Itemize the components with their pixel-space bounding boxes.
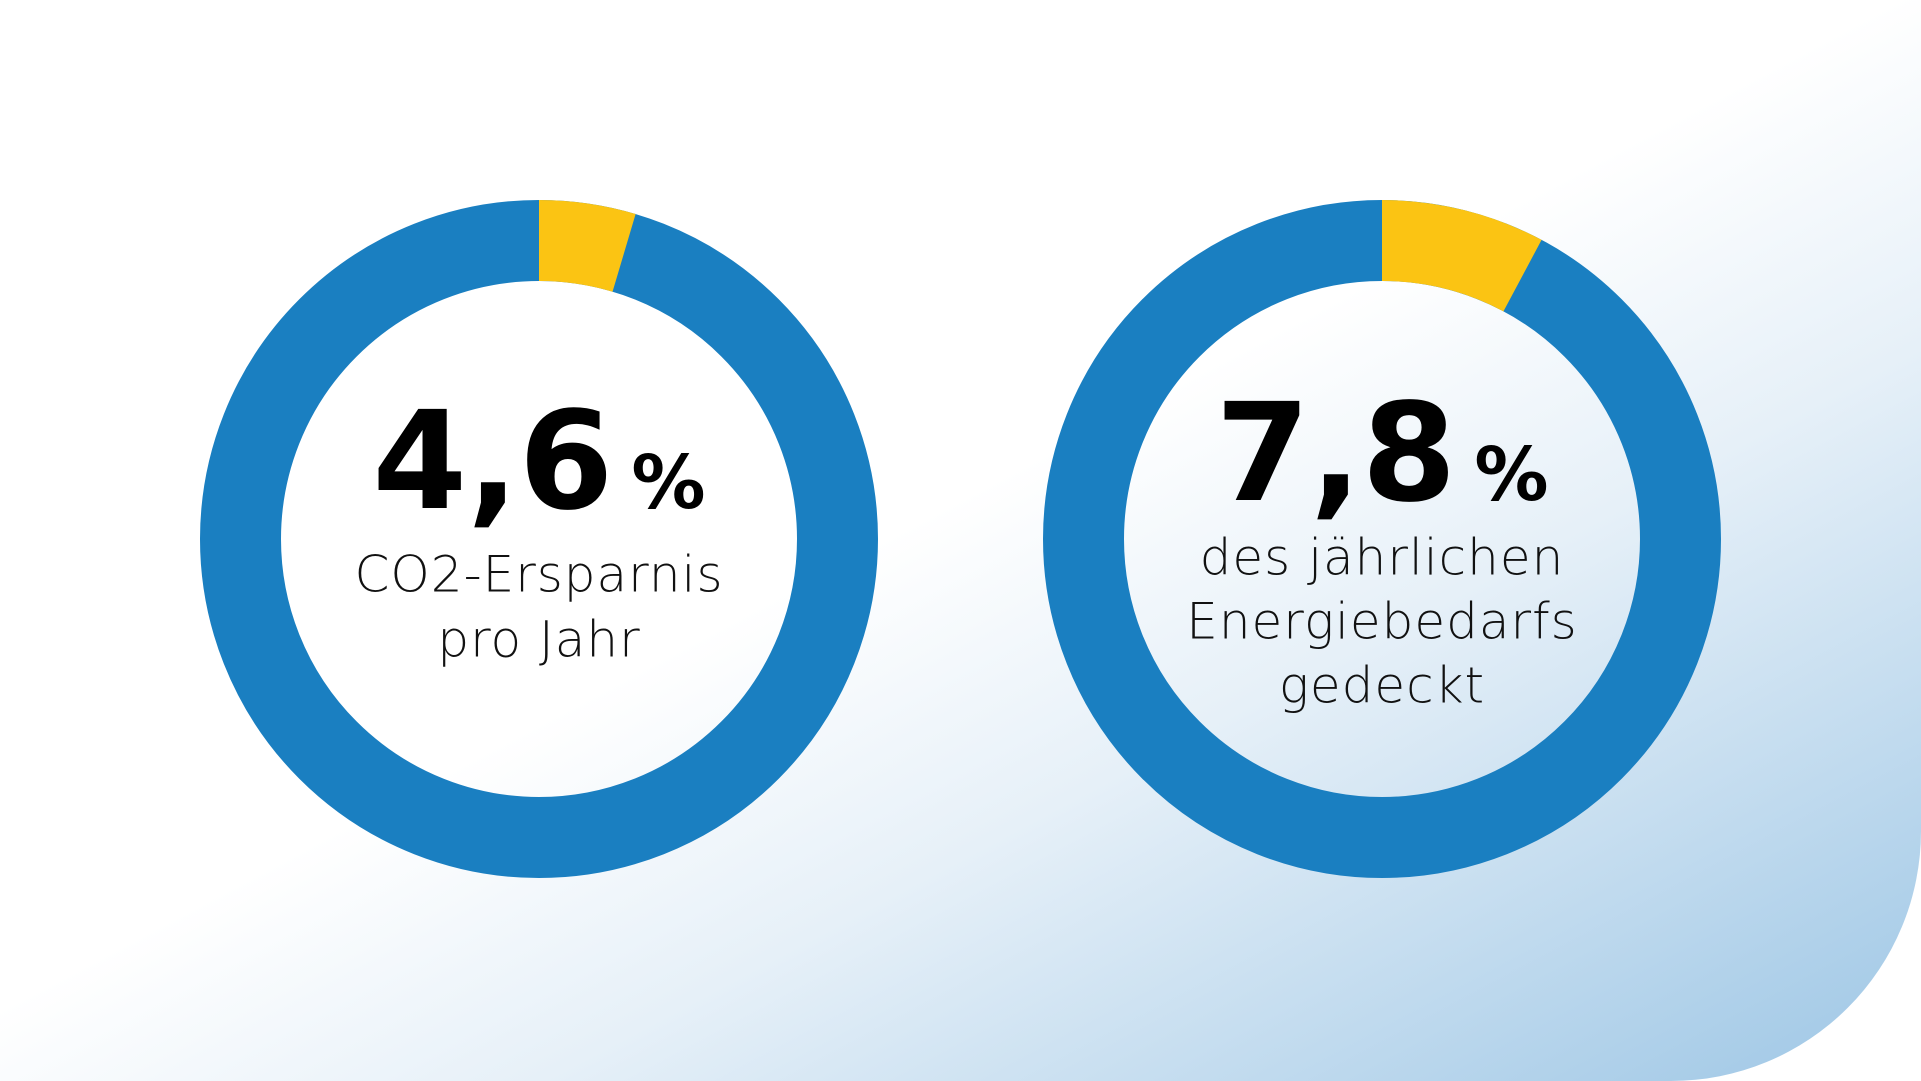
caption-line: CO2-Ersparnis [354, 546, 723, 604]
value-label: 7,8 [1215, 375, 1456, 533]
value-label: 4,6 [372, 383, 613, 541]
caption-line: pro Jahr [437, 611, 640, 669]
caption-line: gedeckt [1279, 657, 1485, 715]
donut-segment [539, 200, 636, 292]
unit-label: % [1474, 432, 1548, 518]
caption-line: des jährlichen [1200, 529, 1565, 587]
donut-segment [1382, 200, 1542, 312]
value-text: 4,6% [372, 383, 705, 541]
unit-label: % [631, 440, 705, 526]
caption-line: Energiebedarfs [1186, 593, 1577, 651]
value-text: 7,8% [1215, 375, 1548, 533]
